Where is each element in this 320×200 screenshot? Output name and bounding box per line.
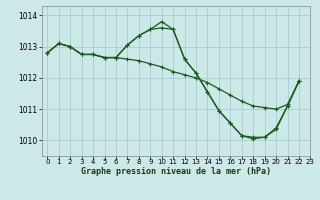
X-axis label: Graphe pression niveau de la mer (hPa): Graphe pression niveau de la mer (hPa) xyxy=(81,167,271,176)
